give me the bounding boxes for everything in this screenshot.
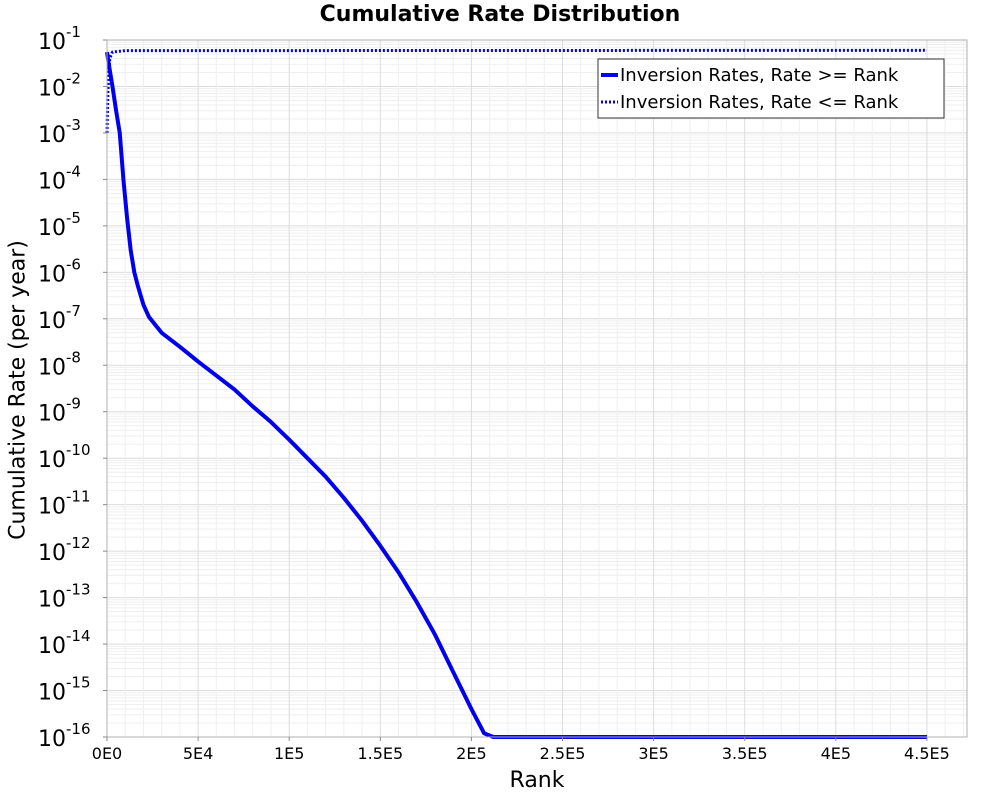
y-axis-ticks: 10-1 10-2 10-3 10-4 10-5 10-6 10-7 10-8 10-9 10-1… bbox=[38, 23, 107, 752]
x-tick-label: 5E4 bbox=[183, 744, 213, 763]
plot-area bbox=[107, 40, 967, 737]
chart-title: Cumulative Rate Distribution bbox=[319, 2, 681, 27]
series-line-1 bbox=[105, 51, 927, 739]
series-layer bbox=[105, 48, 927, 739]
legend-label-2: Inversion Rates, Rate <= Rank bbox=[620, 92, 899, 113]
y-tick-label: 10-11 bbox=[38, 488, 91, 520]
y-tick-label: 10-1 bbox=[38, 23, 81, 55]
x-tick-label: 3.5E5 bbox=[722, 744, 768, 763]
x-tick-label: 4E5 bbox=[821, 744, 851, 763]
y-tick-label: 10-2 bbox=[38, 69, 81, 101]
y-tick-label: 10-10 bbox=[38, 441, 91, 473]
y-tick-label: 10-9 bbox=[38, 395, 81, 427]
legend-label-1: Inversion Rates, Rate >= Rank bbox=[620, 65, 899, 86]
series-line-2 bbox=[105, 48, 927, 133]
y-tick-label: 10-7 bbox=[38, 302, 81, 334]
y-tick-label: 10-3 bbox=[38, 116, 81, 148]
y-tick-label: 10-12 bbox=[38, 534, 91, 566]
y-tick-label: 10-4 bbox=[38, 162, 81, 194]
x-axis-label: Rank bbox=[509, 768, 565, 793]
x-tick-label: 4.5E5 bbox=[904, 744, 950, 763]
y-tick-label: 10-6 bbox=[38, 255, 81, 287]
legend: Inversion Rates, Rate >= Rank Inversion R… bbox=[597, 58, 945, 119]
x-axis-ticks: 0E0 5E4 1E5 1.5E5 2E5 2.5E5 3E5 3.5E5 4E5 4.5E5 bbox=[92, 737, 950, 763]
y-tick-label: 10-14 bbox=[38, 627, 91, 659]
y-tick-label: 10-13 bbox=[38, 581, 91, 613]
legend-box bbox=[597, 58, 945, 119]
y-tick-label: 10-15 bbox=[38, 674, 91, 706]
x-tick-label: 1.5E5 bbox=[357, 744, 403, 763]
y-tick-label: 10-16 bbox=[38, 720, 91, 752]
plot-frame bbox=[106, 39, 968, 738]
x-tick-label: 0E0 bbox=[92, 744, 122, 763]
x-tick-label: 1E5 bbox=[274, 744, 304, 763]
y-axis-label: Cumulative Rate (per year) bbox=[5, 240, 31, 540]
y-tick-label: 10-5 bbox=[38, 209, 81, 241]
x-tick-label: 3E5 bbox=[638, 744, 668, 763]
x-tick-label: 2.5E5 bbox=[540, 744, 586, 763]
y-tick-label: 10-8 bbox=[38, 348, 81, 380]
x-tick-label: 2E5 bbox=[456, 744, 486, 763]
